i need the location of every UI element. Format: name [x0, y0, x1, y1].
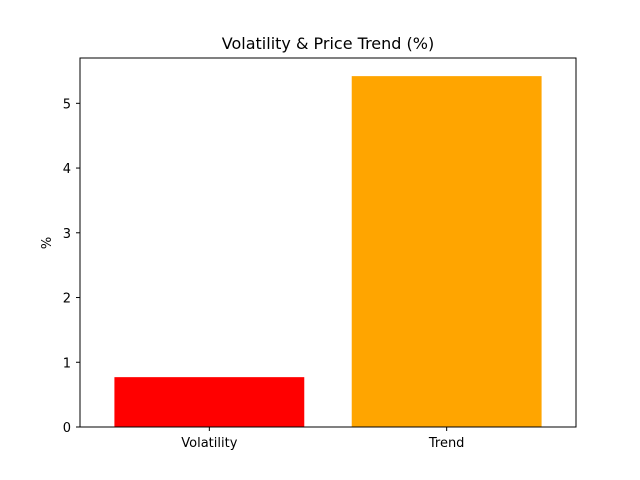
y-tick-label: 0: [63, 421, 71, 436]
y-tick-label: 4: [63, 162, 71, 177]
y-tick-label: 5: [63, 97, 71, 112]
y-axis-ticks: 0 1 2 3 4 5: [63, 97, 80, 436]
x-axis-ticks: Volatility Trend: [181, 427, 464, 451]
chart-title: Volatility & Price Trend (%): [222, 34, 434, 53]
y-tick-label: 3: [63, 227, 71, 242]
bar-volatility: [114, 377, 305, 427]
plot-frame: [79, 57, 577, 428]
bars-group: [114, 76, 542, 427]
x-tick-label: Volatility: [181, 436, 237, 451]
x-tick-label: Trend: [428, 436, 465, 451]
y-tick-label: 2: [63, 292, 71, 307]
y-tick-label: 1: [63, 356, 71, 371]
y-axis-label: %: [40, 237, 55, 249]
bar-trend: [351, 76, 542, 427]
